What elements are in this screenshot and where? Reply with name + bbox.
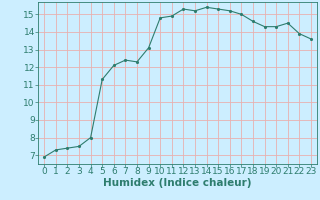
- X-axis label: Humidex (Indice chaleur): Humidex (Indice chaleur): [103, 178, 252, 188]
